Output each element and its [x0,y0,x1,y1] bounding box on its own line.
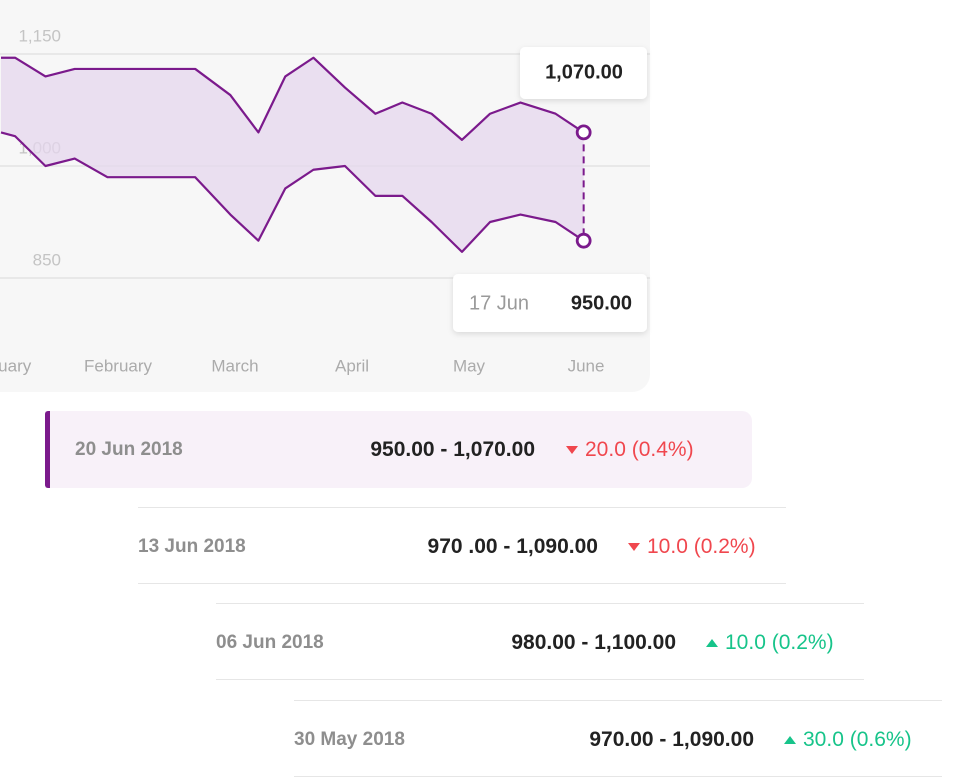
trend-arrow-shape [784,735,796,744]
tooltip-box [453,274,647,332]
row-range: 970 .00 - 1,090.00 [427,535,598,558]
tooltip-high: 1,070.00 [545,61,623,83]
tooltip-box [520,47,647,99]
x-tick-label: March [211,356,258,375]
range-line [0,131,585,253]
x-tick-label: January [0,356,32,375]
tooltip-low: 950.00 [571,292,632,314]
tooltip-date: 17 Jun [469,292,529,314]
trend-arrow [706,638,718,647]
x-tick-label: May [453,356,486,375]
row-date: 20 Jun 2018 [75,439,183,460]
trend-arrow-shape [706,638,718,647]
change-value: 20.0 (0.4%) [585,438,694,461]
trend-arrow [784,735,796,744]
y-tick-label: 1,150 [18,26,61,45]
selected-point [575,232,592,249]
change-value: 10.0 (0.2%) [647,535,756,558]
x-tick-label: February [84,356,153,375]
trend-arrow-shape [566,445,578,454]
change-value: 30.0 (0.6%) [803,728,912,751]
y-tick-label: 850 [33,250,61,269]
history-row[interactable]: 06 Jun 2018 980.00 - 1,100.00 10.0 (0.2%) [216,603,864,680]
x-tick-label: June [568,356,605,375]
row-range: 950.00 - 1,070.00 [370,438,535,461]
trend-arrow-shape [628,542,640,551]
selected-point [575,124,592,141]
range-fill [1,57,584,252]
plot: 8501,0001,150JanuaryFebruaryMarchAprilMa… [0,26,650,375]
row-date: 30 May 2018 [294,729,405,750]
history-row[interactable]: 13 Jun 2018 970 .00 - 1,090.00 10.0 (0.2%) [138,507,786,584]
row-range: 980.00 - 1,100.00 [511,631,676,654]
history-row[interactable]: 20 Jun 2018 950.00 - 1,070.00 20.0 (0.4%) [45,411,752,488]
row-change: 10.0 (0.2%) [628,508,756,585]
chart-card: 8501,0001,150JanuaryFebruaryMarchAprilMa… [0,0,650,392]
trend-arrow [628,542,640,551]
trend-arrow [566,445,578,454]
row-date: 13 Jun 2018 [138,536,246,557]
x-tick-label: April [335,356,369,375]
row-change: 20.0 (0.4%) [566,411,694,488]
history-row[interactable]: 30 May 2018 970.00 - 1,090.00 30.0 (0.6%) [294,700,942,777]
row-change: 10.0 (0.2%) [706,604,834,681]
row-change: 30.0 (0.6%) [784,701,912,778]
change-value: 10.0 (0.2%) [725,631,834,654]
range-line [1,56,585,141]
row-range: 970.00 - 1,090.00 [589,728,754,751]
row-date: 06 Jun 2018 [216,632,324,653]
